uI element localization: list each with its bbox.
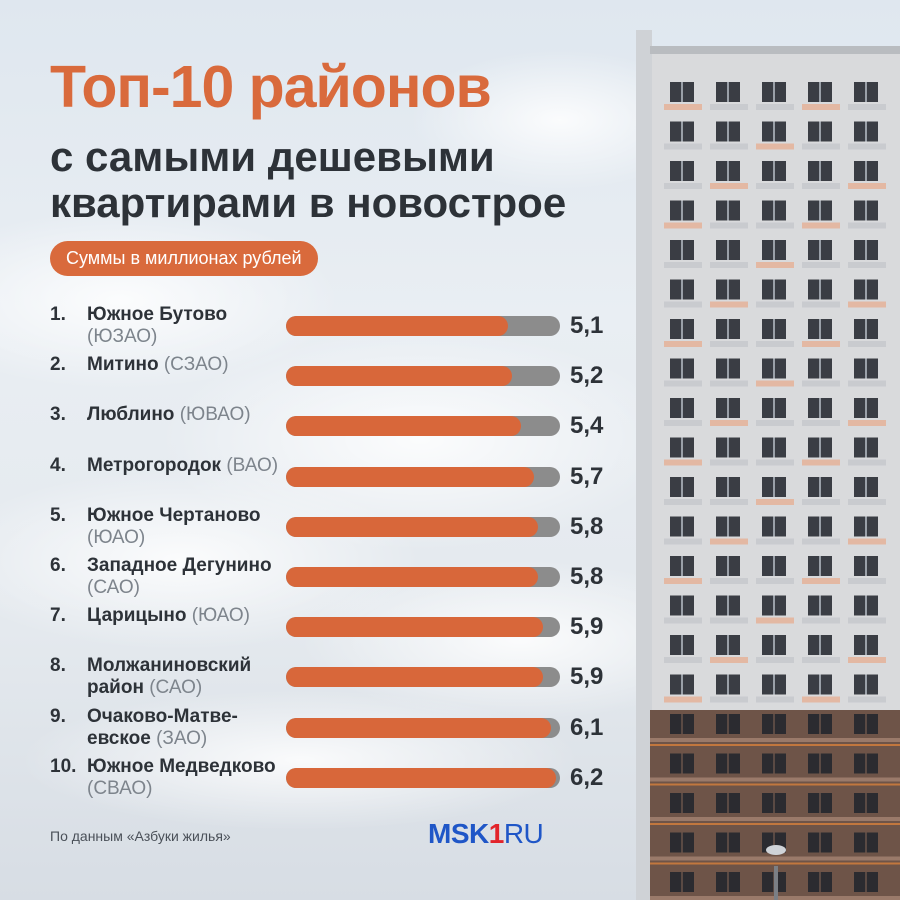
row-rank: 4. — [50, 454, 66, 476]
bar — [286, 516, 538, 537]
row-district: (ЮЗАО) — [87, 326, 158, 347]
source-note: По данным «Азбуки жилья» — [50, 828, 231, 844]
bar-value-label: 5,8 — [570, 563, 604, 590]
row-rank: 3. — [50, 404, 66, 426]
bar — [286, 567, 538, 587]
msk1-logo: MSK1RU — [428, 817, 544, 851]
row-district: (ВАО) — [226, 454, 279, 476]
bar — [286, 717, 551, 738]
row-label: 7. Царицыно (ЮАО) — [50, 605, 285, 627]
row-label: 5. Южное Чертаново (ЮАО) — [50, 505, 285, 549]
row-label: 9. Очаково-Матве­евское (ЗАО) — [50, 706, 285, 750]
bar-value-label: 5,8 — [570, 512, 604, 540]
bar-value-label: 5,9 — [570, 663, 604, 691]
row-name: Южное Чертаново — [87, 504, 261, 526]
bar-value-label: 5,2 — [570, 362, 604, 390]
bar-track — [286, 516, 560, 537]
bar-value-label: 5,7 — [570, 462, 604, 490]
row-rank: 8. — [50, 655, 66, 677]
bar-track — [286, 316, 560, 336]
bar-value-label: 6,1 — [570, 713, 604, 741]
row-label: 8. Молжаниновский район (САО) — [50, 655, 285, 699]
bar — [286, 667, 543, 688]
row-district: (СВАО) — [87, 777, 153, 799]
row-district: (САО) — [149, 677, 203, 699]
bar-track — [286, 366, 560, 387]
row-district: (САО) — [87, 577, 140, 598]
row-rank: 5. — [50, 504, 66, 526]
row-label: 3. Люблино (ЮВАО) — [50, 404, 285, 426]
row-rank: 1. — [50, 304, 66, 325]
bar-track — [286, 416, 560, 437]
page-subtitle: с самыми дешевыми квартирами в новострое — [50, 133, 567, 226]
bar — [286, 617, 543, 638]
row-name: Метрогородок — [87, 454, 222, 476]
row-rank: 10. — [50, 755, 77, 777]
bar-value-label: 5,1 — [570, 312, 604, 339]
row-name: Очаково-Матве­евское — [87, 705, 238, 749]
row-name: Царицыно — [87, 605, 187, 627]
row-district: (ЗАО) — [156, 727, 208, 749]
row-rank: 7. — [50, 605, 66, 627]
row-name: Молжаниновский район — [87, 655, 252, 699]
page-title: Топ-10 районов — [50, 54, 492, 120]
row-name: Люблино — [87, 404, 175, 426]
row-label: 4. Метрогородок (ВАО) — [50, 455, 285, 477]
bar — [286, 767, 556, 788]
bar-track — [286, 466, 560, 487]
row-district: (ЮВАО) — [179, 404, 251, 426]
unit-badge: Суммы в миллионах рублей — [50, 241, 318, 276]
row-rank: 6. — [50, 555, 66, 576]
building-photo — [636, 30, 900, 900]
bar-track — [286, 567, 560, 587]
row-label: 6. Западное Дегунино (САО) — [50, 555, 285, 599]
row-district: (СЗАО) — [163, 354, 229, 376]
bar-value-label: 5,9 — [570, 613, 604, 641]
bar — [286, 466, 534, 487]
row-rank: 9. — [50, 705, 66, 727]
bar-track — [286, 767, 560, 788]
logo-accent: 1 — [488, 818, 505, 849]
row-district: (ЮАО) — [87, 526, 146, 548]
bar-track — [286, 717, 560, 738]
bar-value-label: 6,2 — [570, 763, 604, 791]
row-district: (ЮАО) — [191, 605, 250, 627]
bar-value-label: 5,4 — [570, 412, 604, 440]
row-name: Митино — [87, 354, 159, 376]
row-label: 2. Митино (СЗАО) — [50, 354, 285, 376]
row-label: 1. Южное Бутово (ЮЗАО) — [50, 304, 285, 348]
row-name: Западное Дегунино — [87, 555, 272, 576]
logo-suffix: RU — [503, 818, 544, 849]
row-rank: 2. — [50, 354, 66, 376]
logo-main: MSK — [428, 818, 489, 849]
row-name: Южное Бутово — [87, 304, 228, 325]
bar — [286, 416, 521, 437]
bar-track — [286, 617, 560, 638]
bar — [286, 366, 512, 387]
row-label: 10. Южное Медвед­ково (СВАО) — [50, 756, 285, 800]
bar-track — [286, 667, 560, 688]
bar — [286, 316, 508, 336]
row-name: Южное Медвед­ково — [87, 755, 276, 777]
